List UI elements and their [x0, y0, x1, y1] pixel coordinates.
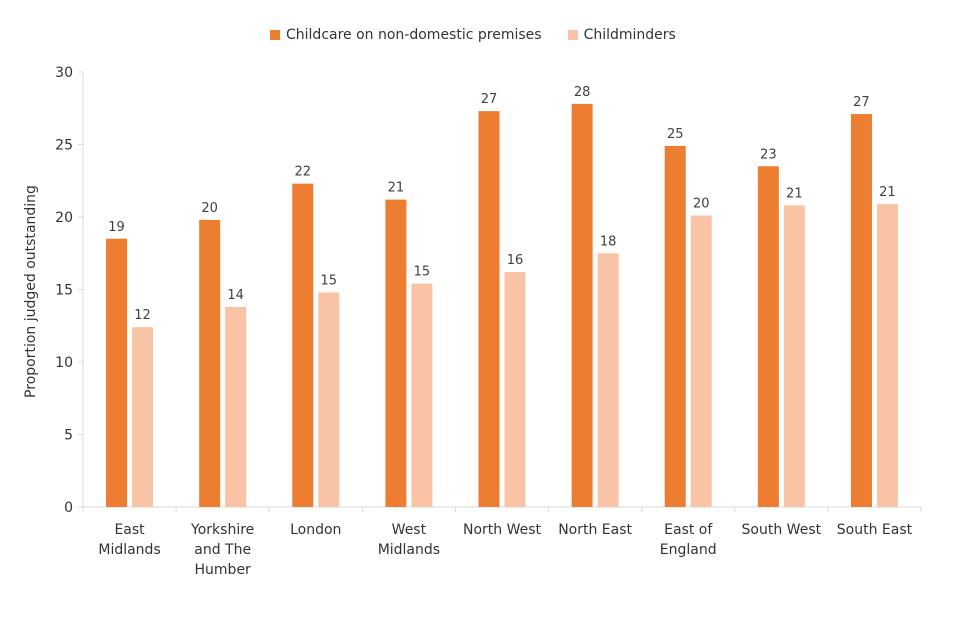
bar-childcare — [571, 103, 593, 508]
y-tick-label: 5 — [64, 428, 73, 444]
x-tick-label: East of — [664, 522, 713, 538]
bar-childcare — [757, 166, 779, 507]
data-label: 21 — [786, 186, 803, 201]
x-tick-label: Midlands — [98, 542, 160, 558]
y-axis-title: Proportion judged outstanding — [23, 185, 39, 398]
bar-childminders — [132, 327, 154, 507]
x-tick-label: East — [114, 522, 145, 538]
data-label: 12 — [134, 308, 151, 323]
data-label: 25 — [667, 127, 684, 142]
y-tick-label: 15 — [55, 283, 73, 299]
y-tick-label: 25 — [55, 138, 73, 154]
bar-childcare — [850, 114, 872, 508]
y-tick-label: 30 — [55, 65, 73, 81]
data-label: 15 — [321, 273, 338, 288]
legend-item-childminders: Childminders — [567, 27, 676, 43]
bar-childcare — [199, 219, 221, 507]
data-label: 20 — [201, 201, 218, 216]
data-label: 28 — [574, 85, 591, 100]
bar-childcare — [106, 238, 128, 507]
bar-childminders — [690, 215, 712, 508]
x-tick-label: Midlands — [378, 542, 440, 558]
data-label: 14 — [227, 288, 244, 303]
data-label: 27 — [481, 92, 498, 107]
x-tick-label: West — [392, 522, 427, 538]
y-tick-label: 0 — [64, 500, 73, 516]
data-label: 16 — [507, 253, 524, 268]
bar-childminders — [783, 205, 805, 507]
x-tick-label: North West — [463, 522, 542, 538]
x-tick-label: South West — [742, 522, 822, 538]
y-tick-label: 10 — [55, 355, 73, 371]
data-label: 21 — [388, 181, 405, 196]
legend-item-childcare: Childcare on non-domestic premises — [270, 27, 542, 43]
data-label: 15 — [414, 265, 431, 280]
data-label: 27 — [853, 95, 870, 110]
x-tick-label: London — [290, 522, 341, 538]
bar-childcare — [478, 111, 500, 508]
legend-swatch-childcare — [270, 30, 280, 40]
data-label: 19 — [108, 220, 125, 235]
data-label: 23 — [760, 147, 777, 162]
data-label: 22 — [295, 165, 312, 180]
bar-childminders — [504, 272, 526, 507]
bar-childminders — [225, 306, 247, 507]
legend-swatch-childminders — [567, 30, 578, 40]
x-tick-label: Yorkshire — [190, 522, 254, 538]
legend-label-childminders: Childminders — [583, 27, 676, 43]
x-tick-label: Humber — [195, 562, 252, 578]
bar-childminders — [876, 203, 898, 507]
bar-childminders — [597, 253, 619, 507]
x-tick-label: England — [660, 542, 717, 558]
x-tick-label: North East — [558, 522, 632, 538]
bar-childminders — [411, 283, 433, 507]
data-label: 21 — [879, 185, 896, 200]
data-label: 20 — [693, 197, 710, 212]
x-tick-label: and The — [194, 542, 251, 558]
x-tick-label: South East — [837, 522, 913, 538]
data-label: 18 — [600, 234, 617, 249]
bar-childcare — [664, 145, 686, 507]
bar-childminders — [318, 292, 340, 507]
legend: Childcare on non-domestic premises Child… — [270, 27, 676, 43]
bar-childcare — [292, 183, 314, 507]
y-tick-label: 20 — [55, 210, 73, 226]
legend-label-childcare: Childcare on non-domestic premises — [286, 27, 542, 43]
bar-childcare — [385, 199, 407, 507]
